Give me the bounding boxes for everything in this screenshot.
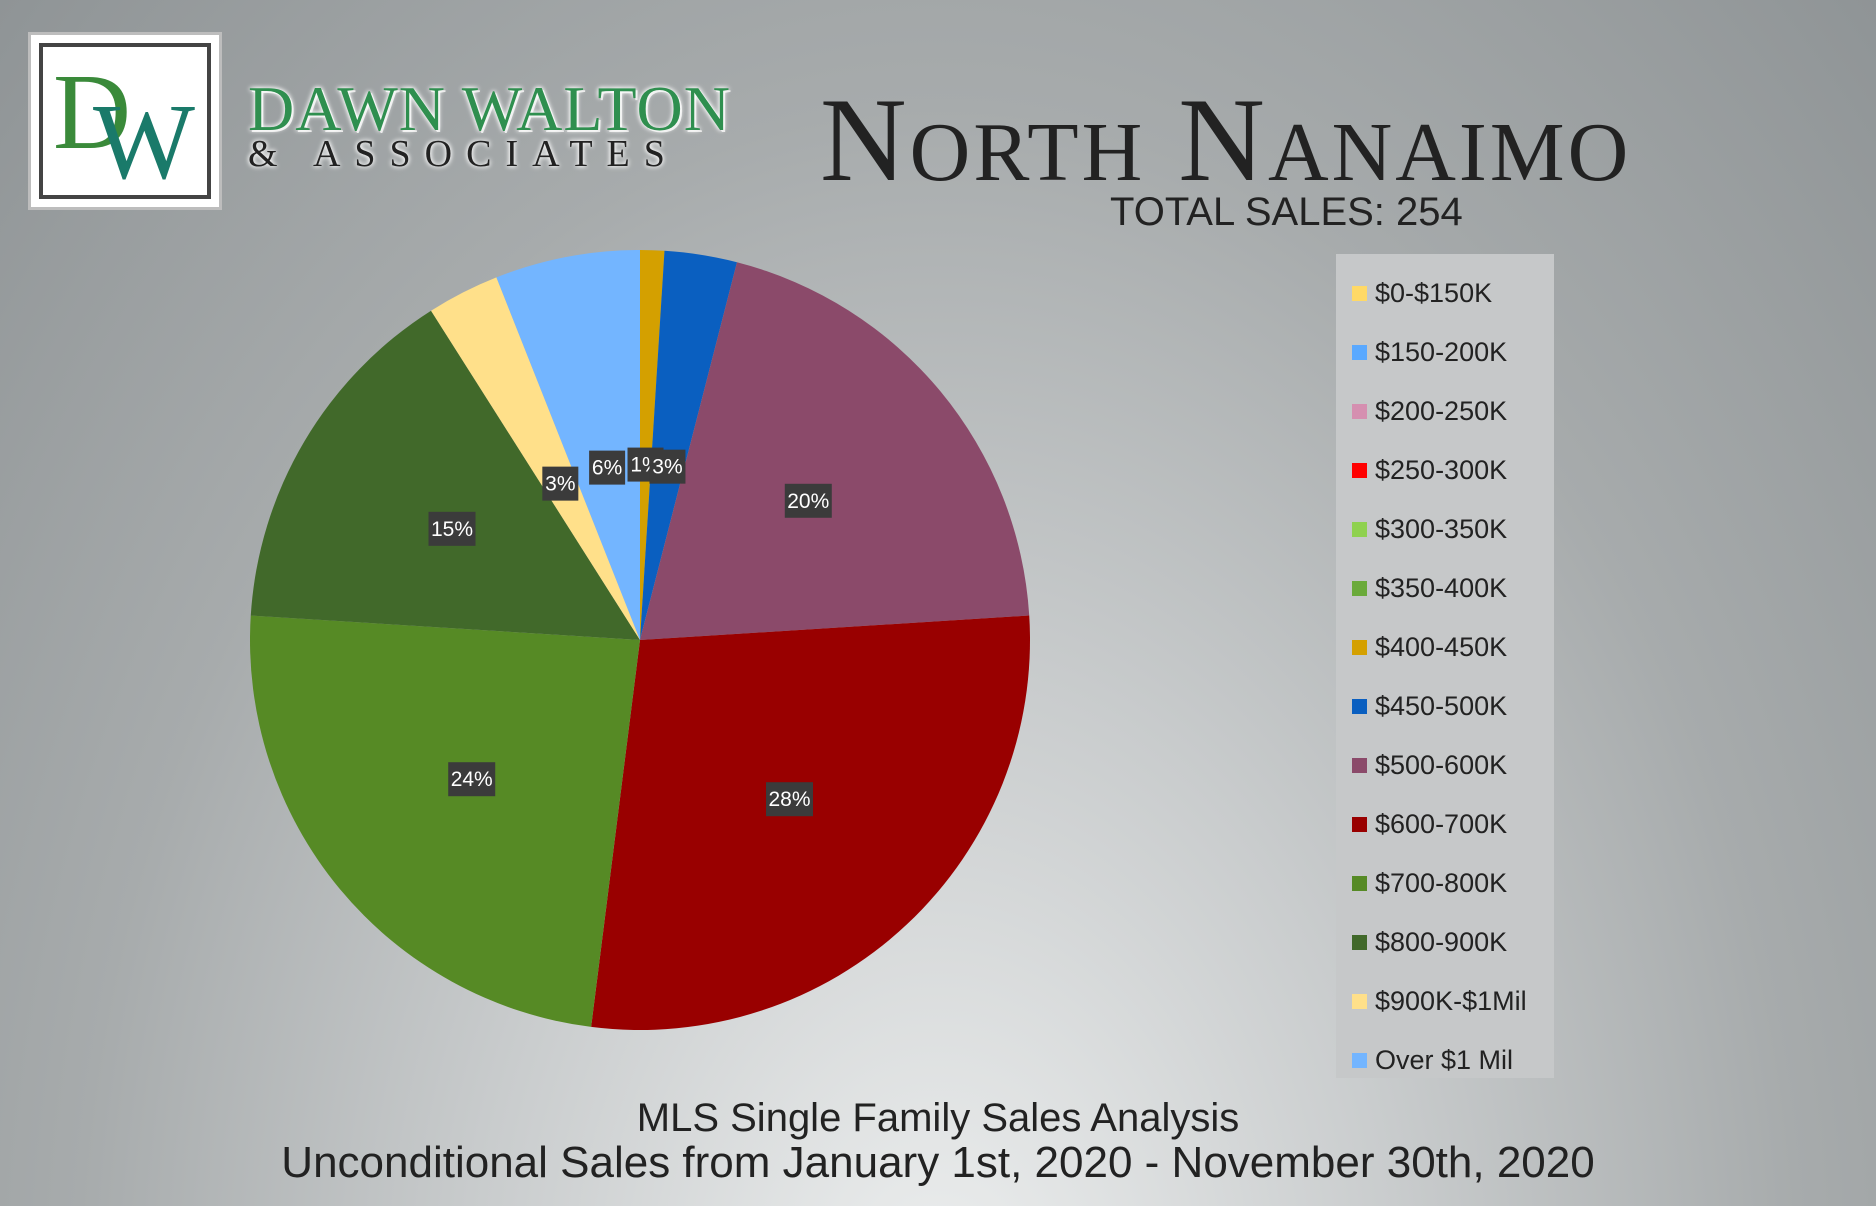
legend-label: $150-200K	[1375, 337, 1508, 367]
legend-label: $400-450K	[1375, 632, 1508, 662]
legend-swatch	[1352, 463, 1367, 478]
pie-slice	[640, 250, 737, 640]
total-sales: TOTAL SALES: 254	[1110, 190, 1463, 234]
legend-label: $450-500K	[1375, 691, 1508, 721]
page-title: North Nanaimo	[820, 73, 1632, 206]
pie-slice	[250, 615, 641, 1027]
legend-swatch	[1352, 640, 1367, 655]
pie-data-label: 20%	[784, 483, 832, 518]
legend-swatch	[1352, 1053, 1367, 1068]
pie-slice	[640, 262, 1030, 640]
legend-item: $200-250K	[1336, 382, 1554, 441]
legend-label: $600-700K	[1375, 809, 1508, 839]
footer-title: MLS Single Family Sales Analysis	[636, 1096, 1240, 1140]
pie-data-label: 28%	[766, 782, 814, 817]
legend-item: $400-450K	[1336, 618, 1554, 677]
legend-swatch	[1352, 581, 1367, 596]
legend-swatch	[1352, 817, 1367, 832]
legend-item: $600-700K	[1336, 795, 1554, 854]
legend-item: $350-400K	[1336, 559, 1554, 618]
legend-item: $500-600K	[1336, 736, 1554, 795]
logo-frame: D W	[39, 43, 211, 199]
brand-name: DAWN WALTON	[248, 73, 731, 144]
pie-data-label: 15%	[428, 511, 476, 546]
footer-subtitle: Unconditional Sales from January 1st, 20…	[281, 1138, 1595, 1187]
legend-swatch	[1352, 994, 1367, 1009]
logo-letter-d: D	[53, 53, 131, 172]
legend-label: Over $1 Mil	[1375, 1045, 1514, 1075]
legend-swatch	[1352, 286, 1367, 301]
pie-slice	[496, 250, 640, 640]
legend-swatch	[1352, 522, 1367, 537]
svg-text:28%: 28%	[768, 788, 810, 811]
chart-legend: $0-$150K $150-200K $200-250K $250-300K $300-…	[1336, 254, 1554, 1078]
legend-item: $300-350K	[1336, 500, 1554, 559]
svg-text:24%: 24%	[451, 768, 493, 791]
svg-text:6%: 6%	[592, 457, 622, 480]
legend-item: $900K-$1Mil	[1336, 972, 1554, 1031]
legend-label: $700-800K	[1375, 868, 1508, 898]
svg-text:3%: 3%	[545, 473, 575, 496]
svg-text:15%: 15%	[431, 518, 473, 541]
pie-data-label: 24%	[448, 762, 496, 797]
pie-data-label: 3%	[649, 449, 686, 484]
pie-slice	[640, 250, 665, 640]
pie-data-label: 3%	[542, 466, 579, 501]
legend-swatch	[1352, 758, 1367, 773]
pie-slice	[591, 615, 1030, 1031]
legend-label: $350-400K	[1375, 573, 1508, 603]
svg-text:3%: 3%	[652, 456, 682, 479]
legend-item: $800-900K	[1336, 913, 1554, 972]
legend-swatch	[1352, 935, 1367, 950]
legend-swatch	[1352, 345, 1367, 360]
legend-item: $450-500K	[1336, 677, 1554, 736]
pie-slice	[431, 277, 640, 640]
legend-label: $200-250K	[1375, 396, 1508, 426]
legend-label: $900K-$1Mil	[1375, 986, 1527, 1016]
pie-slice	[250, 310, 640, 640]
legend-item: $0-$150K	[1336, 264, 1554, 323]
svg-text:20%: 20%	[787, 490, 829, 513]
pie-data-label: 6%	[589, 450, 626, 485]
legend-label: $0-$150K	[1375, 278, 1493, 308]
legend-item: $150-200K	[1336, 323, 1554, 382]
legend-item: $250-300K	[1336, 441, 1554, 500]
legend-label: $250-300K	[1375, 455, 1508, 485]
legend-swatch	[1352, 404, 1367, 419]
legend-label: $800-900K	[1375, 927, 1508, 957]
legend-label: $300-350K	[1375, 514, 1508, 544]
legend-swatch	[1352, 876, 1367, 891]
brand-logo: D W	[28, 32, 222, 210]
legend-label: $500-600K	[1375, 750, 1508, 780]
legend-swatch	[1352, 699, 1367, 714]
logo-letter-w: W	[93, 83, 195, 202]
brand-subname: & ASSOCIATES	[248, 133, 679, 175]
legend-item: Over $1 Mil	[1336, 1031, 1554, 1090]
legend-item: $700-800K	[1336, 854, 1554, 913]
